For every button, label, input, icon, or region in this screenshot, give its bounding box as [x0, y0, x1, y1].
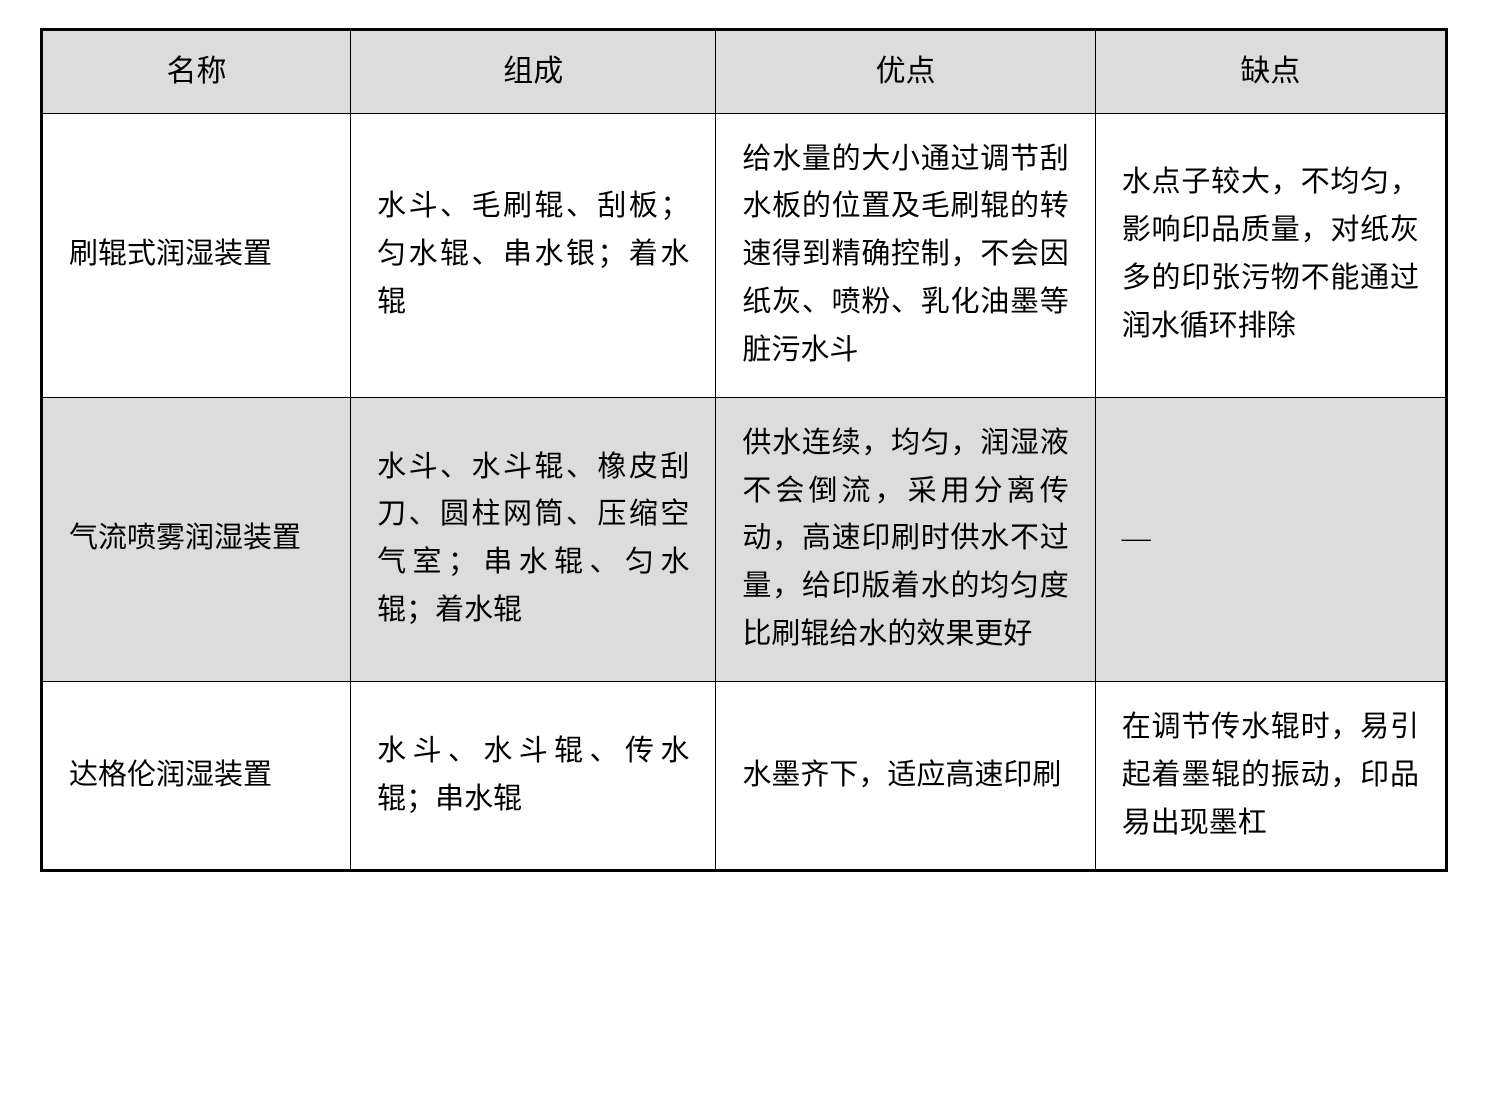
table-row: 达格伦润湿装置 水斗、水斗辊、传水辊；串水辊 水墨齐下，适应高速印刷 在调节传水…	[42, 681, 1447, 871]
cell-composition: 水斗、毛刷辊、刮板；匀水辊、串水银；着水辊	[351, 113, 716, 397]
cell-disadvantage: 在调节传水辊时，易引起着墨辊的振动，印品易出现墨杠	[1095, 681, 1446, 871]
cell-disadvantage: —	[1095, 397, 1446, 681]
cell-name: 气流喷雾润湿装置	[42, 397, 351, 681]
table-row: 气流喷雾润湿装置 水斗、水斗辊、橡皮刮刀、圆柱网筒、压缩空气室；串水辊、匀水辊；…	[42, 397, 1447, 681]
table-header-row: 名称 组成 优点 缺点	[42, 30, 1447, 114]
table-container: 名称 组成 优点 缺点 刷辊式润湿装置 水斗、毛刷辊、刮板；匀水辊、串水银；着水…	[0, 0, 1488, 900]
cell-advantage: 给水量的大小通过调节刮水板的位置及毛刷辊的转速得到精确控制，不会因纸灰、喷粉、乳…	[716, 113, 1095, 397]
col-header-advantage: 优点	[716, 30, 1095, 114]
table-row: 刷辊式润湿装置 水斗、毛刷辊、刮板；匀水辊、串水银；着水辊 给水量的大小通过调节…	[42, 113, 1447, 397]
cell-composition: 水斗、水斗辊、传水辊；串水辊	[351, 681, 716, 871]
col-header-name: 名称	[42, 30, 351, 114]
cell-name: 达格伦润湿装置	[42, 681, 351, 871]
cell-name: 刷辊式润湿装置	[42, 113, 351, 397]
col-header-disadvantage: 缺点	[1095, 30, 1446, 114]
cell-advantage: 供水连续，均匀，润湿液不会倒流，采用分离传动，高速印刷时供水不过量，给印版着水的…	[716, 397, 1095, 681]
cell-composition: 水斗、水斗辊、橡皮刮刀、圆柱网筒、压缩空气室；串水辊、匀水辊；着水辊	[351, 397, 716, 681]
col-header-composition: 组成	[351, 30, 716, 114]
cell-disadvantage: 水点子较大，不均匀，影响印品质量，对纸灰多的印张污物不能通过润水循环排除	[1095, 113, 1446, 397]
dampening-device-table: 名称 组成 优点 缺点 刷辊式润湿装置 水斗、毛刷辊、刮板；匀水辊、串水银；着水…	[40, 28, 1448, 872]
cell-advantage: 水墨齐下，适应高速印刷	[716, 681, 1095, 871]
